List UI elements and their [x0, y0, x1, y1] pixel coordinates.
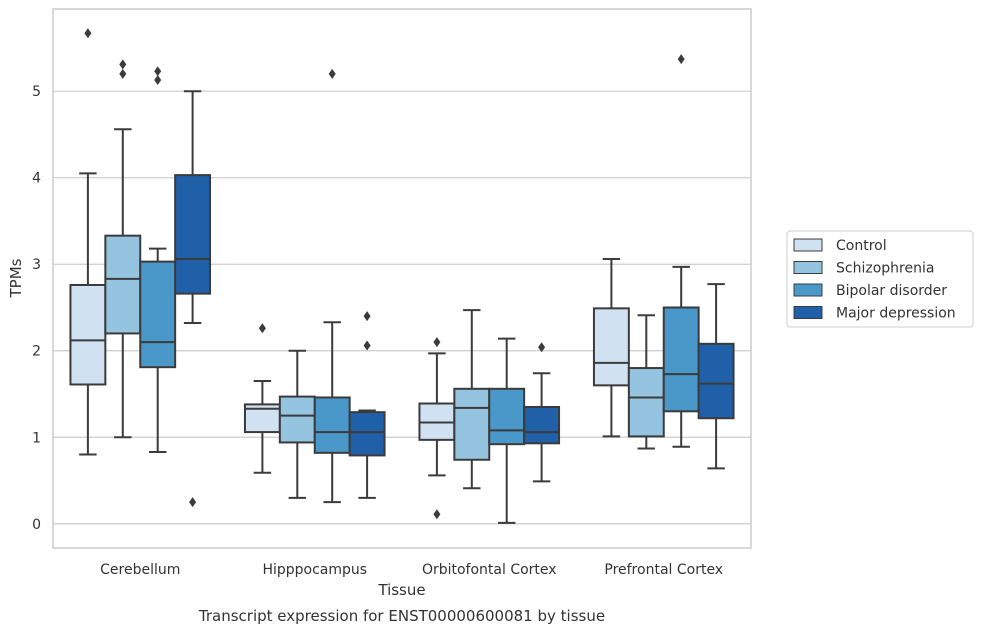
box	[174, 174, 212, 295]
outlier-point	[433, 509, 441, 520]
box-group	[348, 311, 386, 499]
box-group	[243, 323, 281, 474]
box	[627, 367, 665, 438]
y-tick-label: 5	[32, 84, 41, 100]
box	[348, 411, 386, 457]
box-group	[627, 314, 665, 450]
legend-label: Bipolar disorder	[836, 283, 947, 299]
box	[453, 387, 491, 461]
x-tick-label: Orbitofontal Cortex	[422, 562, 557, 578]
box	[592, 307, 630, 387]
outlier-point	[258, 323, 266, 334]
legend-label: Schizophrenia	[836, 261, 934, 277]
outlier-point	[538, 342, 546, 353]
x-tick-label: Hipppocampus	[262, 562, 367, 578]
box-group	[174, 90, 212, 508]
y-axis-label: TPMs	[7, 258, 25, 298]
box-group	[592, 258, 630, 438]
chart-caption: Transcript expression for ENST0000060008…	[198, 607, 605, 625]
box	[697, 342, 735, 420]
y-tick-label: 4	[32, 171, 41, 187]
x-tick-label: Cerebellum	[100, 562, 180, 578]
box	[523, 405, 561, 445]
legend-swatch	[793, 261, 823, 274]
y-tick-labels: 0 1 2 3 4 5	[32, 84, 41, 533]
outlier-point	[189, 497, 197, 508]
legend-frame	[786, 230, 974, 328]
outlier-point	[677, 54, 685, 65]
box-group	[278, 349, 316, 499]
outlier-point	[84, 28, 92, 39]
box-group	[488, 337, 526, 524]
box-group	[104, 59, 142, 439]
y-tick-label: 2	[32, 344, 41, 360]
x-axis-label: Tissue	[377, 581, 425, 599]
legend-swatch	[793, 306, 823, 319]
outlier-point	[154, 74, 162, 85]
y-tick-label: 3	[32, 257, 41, 273]
outlier-point	[433, 337, 441, 348]
box-group	[453, 309, 491, 490]
box-group	[313, 68, 351, 504]
outlier-point	[328, 68, 336, 79]
box-group	[697, 283, 735, 470]
outlier-point	[363, 340, 371, 351]
box	[488, 387, 526, 446]
box	[139, 260, 177, 369]
outlier-point	[154, 66, 162, 77]
plot-frame	[52, 8, 752, 549]
x-tick-label: Prefrontal Cortex	[604, 562, 723, 578]
box-group	[523, 342, 561, 483]
outlier-point	[363, 311, 371, 322]
legend-swatch	[793, 283, 823, 297]
legend-label: Major depression	[836, 306, 956, 322]
boxes	[69, 28, 735, 524]
box-group	[139, 66, 177, 453]
box-group	[662, 54, 700, 448]
x-tick-labels: Cerebellum Hipppocampus Orbitofontal Corte…	[100, 562, 723, 578]
legend-label: Control	[836, 238, 887, 254]
outlier-point	[119, 59, 127, 70]
box	[104, 234, 142, 335]
box	[662, 306, 700, 413]
box-group	[69, 28, 107, 456]
box-group	[418, 337, 456, 520]
box	[313, 396, 351, 454]
y-tick-label: 0	[32, 517, 41, 533]
legend-swatch	[793, 238, 823, 252]
box	[69, 283, 107, 386]
box	[278, 395, 316, 444]
legend: Control Schizophrenia Bipolar disorder Majo…	[786, 230, 974, 328]
outlier-point	[119, 68, 127, 79]
y-tick-label: 1	[32, 430, 41, 446]
